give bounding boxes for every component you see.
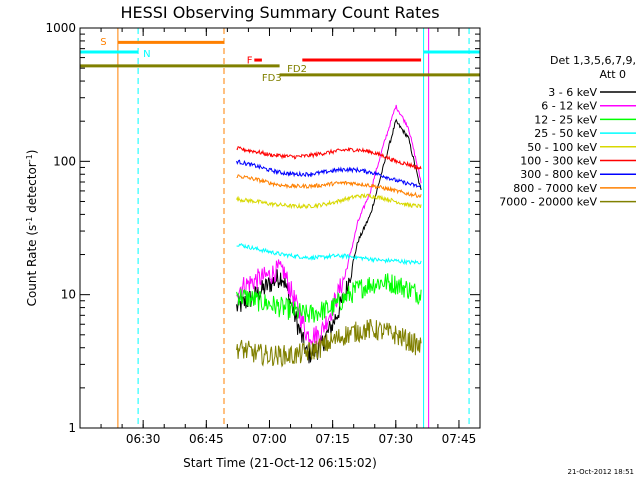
legend-label-5: 100 - 300 keV — [520, 155, 597, 168]
legend-label-1: 6 - 12 keV — [541, 100, 597, 113]
flag-label-s: S — [100, 37, 106, 48]
legend-label-4: 50 - 100 keV — [527, 141, 597, 154]
y-tick-label-1: 10 — [61, 288, 76, 302]
y-tick-label-2: 100 — [53, 154, 76, 168]
y-axis-label-sup1: -1 — [25, 217, 34, 225]
y-axis-label-end: ) — [25, 150, 39, 155]
series-line-0 — [236, 118, 422, 364]
x-tick-label-5: 07:45 — [442, 432, 477, 446]
series-line-1 — [236, 104, 422, 346]
series-line-7 — [236, 174, 422, 198]
legend-label-6: 300 - 800 keV — [520, 168, 597, 181]
x-tick-label-0: 06:30 — [126, 432, 161, 446]
series-line-5 — [236, 146, 422, 171]
series-line-2 — [236, 273, 422, 323]
series-line-6 — [236, 159, 422, 188]
series-line-4 — [236, 192, 422, 210]
legend-label-2: 12 - 25 keV — [534, 113, 597, 126]
flag-label-f: F — [247, 56, 253, 67]
x-tick-label-1: 06:45 — [189, 432, 224, 446]
y-axis-label: Count Rate (s-1 detector-1) — [25, 150, 40, 307]
plot-area: S N F FD2 FD3 — [80, 28, 480, 428]
x-tick-label-3: 07:15 — [315, 432, 350, 446]
legend-label-7: 800 - 7000 keV — [513, 182, 597, 195]
plot-frame — [79, 27, 481, 429]
x-tick-label-4: 07:30 — [378, 432, 413, 446]
y-tick-label-3: 1000 — [45, 21, 76, 35]
flag-label-fd3: FD3 — [262, 73, 282, 84]
legend-label-8: 7000 - 20000 keV — [499, 196, 597, 209]
chart-title: HESSI Observing Summary Count Rates — [120, 3, 439, 22]
legend-header-line2: Att 0 — [600, 68, 626, 81]
flag-label-fd2: FD2 — [287, 64, 307, 75]
series-line-8 — [236, 319, 422, 368]
footer-timestamp: 21-Oct-2012 18:51 — [568, 468, 634, 476]
x-axis-label: Start Time (21-Oct-12 06:15:02) — [183, 456, 377, 470]
y-axis: 1 10 100 1000 — [45, 21, 480, 435]
x-tick-label-2: 07:00 — [252, 432, 287, 446]
y-axis-label-mid: detector — [25, 162, 39, 217]
legend-label-3: 25 - 50 keV — [534, 127, 597, 140]
series-line-3 — [236, 243, 422, 266]
y-tick-label-0: 1 — [68, 421, 76, 435]
y-axis-label-sup2: -1 — [25, 154, 34, 162]
flag-label-n: N — [143, 49, 150, 60]
y-axis-label-main: Count Rate (s — [25, 225, 39, 307]
x-axis: 06:30 06:45 07:00 07:15 07:30 07:45 — [79, 28, 477, 446]
legend-label-0: 3 - 6 keV — [548, 86, 597, 99]
legend-header-line1: Det 1,3,5,6,7,9, — [550, 54, 636, 67]
